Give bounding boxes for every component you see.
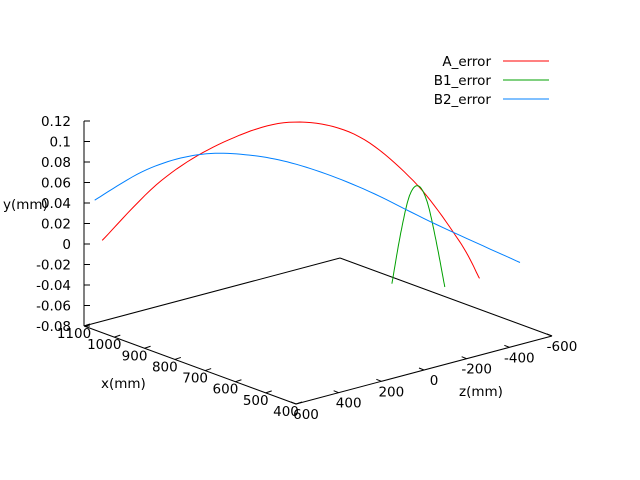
y-tick-label: 0.12 bbox=[41, 114, 71, 130]
x-tick-mark bbox=[83, 323, 91, 327]
x-tick-mark bbox=[235, 379, 242, 383]
z-tick-label: -600 bbox=[547, 339, 578, 355]
y-tick-label: 0.06 bbox=[41, 176, 71, 192]
x-tick-label: 500 bbox=[243, 393, 269, 409]
z-tick-label: -200 bbox=[461, 362, 492, 378]
x-tick-mark bbox=[174, 356, 182, 360]
x-tick-mark bbox=[114, 334, 121, 338]
x-tick-label: 700 bbox=[182, 371, 208, 387]
x-tick-mark bbox=[265, 390, 272, 394]
series-line-b2-error bbox=[94, 152, 521, 263]
z-tick-label: 200 bbox=[378, 384, 404, 400]
y-axis-label: y(mm) bbox=[3, 197, 48, 213]
x-tick-label: 900 bbox=[122, 348, 148, 364]
z-ticks: 600 400 200 0 -200 -400 -600 bbox=[290, 333, 578, 423]
x-tick-mark bbox=[204, 368, 212, 372]
y-tick-label: 0 bbox=[62, 237, 71, 253]
legend: A_error B1_error B2_error bbox=[434, 54, 549, 108]
x-axis-line bbox=[83, 325, 297, 405]
x-tick-label: 400 bbox=[273, 404, 299, 420]
y-tick-label: -0.08 bbox=[36, 319, 71, 335]
z-tick-label: -400 bbox=[504, 350, 535, 366]
z-tick-mark bbox=[546, 333, 553, 337]
back-axis-line bbox=[83, 257, 341, 327]
z-axis-label: z(mm) bbox=[459, 384, 503, 400]
x-tick-label: 1100 bbox=[57, 326, 91, 342]
x-axis-label: x(mm) bbox=[101, 376, 146, 392]
legend-label: A_error bbox=[442, 54, 491, 70]
z-tick-mark bbox=[418, 367, 425, 371]
y-tick-label: 0.02 bbox=[41, 217, 71, 233]
z-tick-mark bbox=[504, 344, 510, 348]
z-tick-label: 600 bbox=[293, 407, 319, 423]
legend-label: B1_error bbox=[434, 73, 492, 89]
x-tick-mark bbox=[144, 345, 151, 349]
series-group bbox=[94, 121, 521, 288]
z-tick-mark bbox=[461, 356, 467, 360]
z-tick-mark bbox=[333, 390, 339, 394]
y-tick-label: -0.04 bbox=[36, 278, 71, 294]
series-line-b1-error bbox=[391, 185, 446, 288]
x-tick-label: 1000 bbox=[87, 337, 121, 353]
x-tick-label: 800 bbox=[152, 359, 178, 375]
z-tick-label: 0 bbox=[430, 373, 439, 389]
x-tick-label: 600 bbox=[213, 382, 239, 398]
z-tick-mark bbox=[290, 401, 297, 405]
x-tick-mark bbox=[295, 401, 303, 405]
z-tick-label: 400 bbox=[336, 396, 362, 412]
legend-label: B2_error bbox=[434, 92, 492, 108]
y-tick-label: -0.06 bbox=[36, 299, 71, 315]
y-tick-label: -0.02 bbox=[36, 258, 71, 274]
y-tick-label: 0.04 bbox=[41, 196, 71, 212]
series-line-a-error bbox=[101, 121, 480, 279]
y-ticks: -0.08 -0.06 -0.04 -0.02 0 0.02 0.04 0.06 0.08 0.1… bbox=[36, 114, 90, 335]
right-axis-line bbox=[339, 257, 553, 337]
y-tick-label: 0.08 bbox=[41, 155, 71, 171]
y-tick-label: 0.1 bbox=[50, 135, 71, 151]
z-tick-mark bbox=[376, 378, 382, 382]
